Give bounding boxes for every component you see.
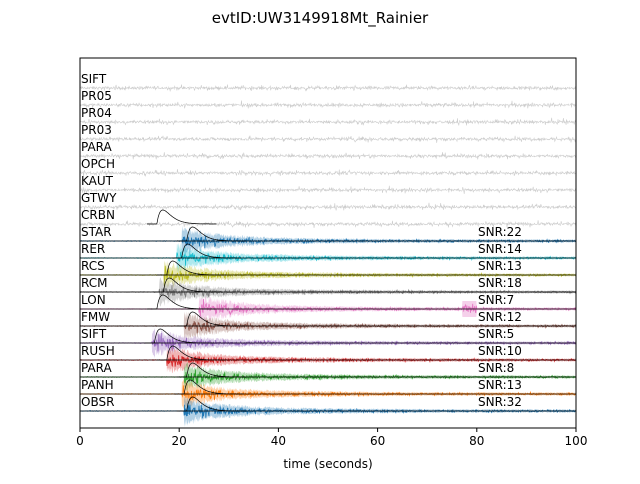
trace-line-1	[79, 100, 577, 109]
snr-label-13: SNR:7	[478, 293, 514, 307]
envelope-15	[144, 328, 214, 344]
x-axis-label: time (seconds)	[283, 457, 372, 471]
station-label-16: RUSH	[81, 344, 115, 358]
snr-label-14: SNR:12	[478, 310, 522, 324]
x-tick-label-1: 20	[172, 434, 187, 448]
trace-18: PANH SNR:13	[79, 378, 577, 409]
trace-3: PR03	[79, 123, 577, 143]
snr-label-9: SNR:22	[478, 225, 522, 239]
station-label-3: PR03	[81, 123, 112, 137]
envelope-12	[153, 277, 223, 293]
trace-16: RUSH SNR:10	[80, 344, 576, 374]
trace-line-2	[79, 117, 577, 126]
x-tick-label-2: 40	[271, 434, 286, 448]
station-label-14: FMW	[81, 310, 110, 324]
station-label-18: PANH	[81, 378, 114, 392]
station-label-1: PR05	[81, 89, 112, 103]
envelope-11	[156, 260, 227, 276]
trace-9: STAR SNR:22	[79, 225, 577, 257]
trace-line-7	[79, 202, 577, 211]
envelope-16	[156, 345, 227, 361]
envelope-10	[171, 243, 242, 259]
station-label-5: OPCH	[81, 157, 115, 171]
station-label-6: KAUT	[81, 174, 114, 188]
envelope-17	[176, 362, 247, 378]
envelope-9	[176, 226, 247, 242]
envelope-8	[147, 209, 217, 225]
station-label-2: PR04	[81, 106, 112, 120]
snr-label-15: SNR:5	[478, 327, 514, 341]
station-label-17: PARA	[81, 361, 113, 375]
trace-line-5	[79, 169, 577, 178]
trace-0: SIFT	[79, 72, 577, 92]
trace-line-8	[80, 220, 577, 228]
trace-12: RCM SNR:18	[79, 276, 577, 307]
trace-6: KAUT	[79, 174, 577, 194]
x-tick-label-5: 100	[565, 434, 588, 448]
trace-14: FMW SNR:12	[80, 310, 577, 341]
trace-line-6	[79, 185, 577, 194]
trace-4: PARA	[79, 140, 577, 160]
envelope-14	[176, 311, 247, 327]
x-tick-label-4: 80	[469, 434, 484, 448]
x-tick-label-3: 60	[370, 434, 385, 448]
trace-line-4	[79, 152, 577, 160]
trace-2: PR04	[79, 106, 577, 126]
trace-13: LON SNR:7	[79, 293, 577, 322]
trace-19: OBSR SNR:32	[79, 395, 577, 427]
snr-label-18: SNR:13	[478, 378, 522, 392]
trace-8: CRBN	[80, 208, 577, 228]
station-label-9: STAR	[81, 225, 112, 239]
trace-7: GTWY	[79, 191, 577, 211]
envelope-13	[147, 294, 217, 310]
snr-label-17: SNR:8	[478, 361, 514, 375]
station-label-11: RCS	[81, 259, 105, 273]
trace-line-3	[79, 135, 577, 143]
trace-15: SIFT SNR:5	[79, 327, 577, 359]
trace-1: PR05	[79, 89, 577, 109]
station-label-7: GTWY	[81, 191, 117, 205]
snr-label-12: SNR:18	[478, 276, 522, 290]
snr-label-10: SNR:14	[478, 242, 522, 256]
station-label-12: RCM	[81, 276, 107, 290]
snr-label-19: SNR:32	[478, 395, 522, 409]
envelope-18	[174, 379, 244, 395]
station-label-4: PARA	[81, 140, 113, 154]
station-label-19: OBSR	[81, 395, 114, 409]
station-label-15: SIFT	[81, 327, 107, 341]
trace-11: RCS SNR:13	[79, 259, 577, 290]
trace-10: RER SNR:14	[79, 242, 577, 274]
station-label-10: RER	[81, 242, 105, 256]
plot-frame	[79, 57, 577, 429]
snr-label-11: SNR:13	[478, 259, 522, 273]
chart-title: evtID:UW3149918Mt_Rainier	[212, 9, 429, 28]
x-tick-label-0: 0	[76, 434, 84, 448]
snr-label-16: SNR:10	[478, 344, 522, 358]
envelope-19	[176, 396, 247, 412]
trace-line-0	[79, 84, 577, 92]
trace-17: PARA SNR:8	[80, 361, 577, 392]
station-label-8: CRBN	[81, 208, 115, 222]
station-label-13: LON	[81, 293, 106, 307]
trace-5: OPCH	[79, 157, 577, 178]
station-label-0: SIFT	[81, 72, 107, 86]
